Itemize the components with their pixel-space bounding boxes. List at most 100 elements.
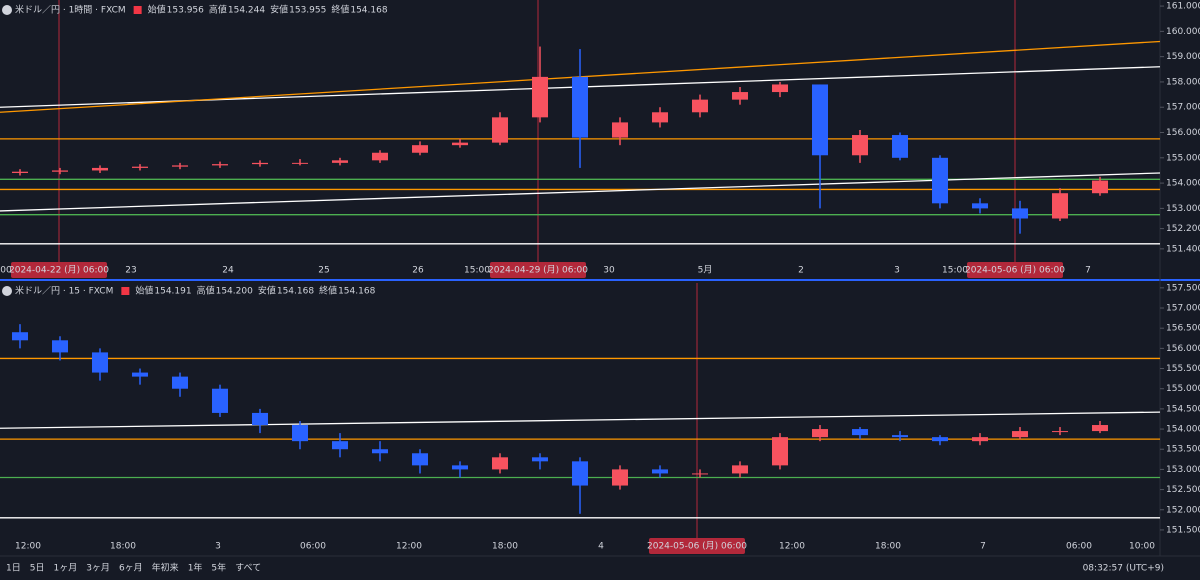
candle-body — [492, 457, 508, 470]
candle-body — [852, 135, 868, 156]
x-tick-label: 30 — [603, 266, 615, 276]
symbol-icon — [2, 5, 12, 15]
ohlc-value: 154.168 — [350, 6, 387, 16]
candle-body — [852, 429, 868, 436]
ohlc-name: 始値 — [135, 285, 153, 297]
candle-body — [92, 352, 108, 373]
range-button[interactable]: 1日 — [6, 563, 21, 574]
ohlc-name: 安値 — [258, 285, 276, 297]
x-tick-label: 7 — [980, 542, 986, 552]
alert-icon — [121, 287, 130, 295]
x-tick-label: 4 — [598, 542, 604, 552]
candle-body — [12, 171, 28, 173]
ohlc-value: 154.244 — [228, 6, 265, 16]
x-tick-label: 06:00 — [1066, 542, 1092, 552]
candle-body — [52, 340, 68, 353]
x-tick-label: 10:00 — [1129, 542, 1155, 552]
x-tick-label: 18:00 — [110, 542, 136, 552]
pane-title: 米ドル／円 · 1時間 · FXCM — [15, 4, 126, 16]
y-tick-label: 153.000 — [1166, 204, 1200, 214]
y-tick-label: 155.000 — [1166, 384, 1200, 394]
alert-icon — [133, 6, 142, 14]
candle-body — [172, 165, 188, 167]
y-tick-label: 152.200 — [1166, 224, 1200, 234]
ohlc-name: 終値 — [331, 4, 349, 16]
ohlc-value: 154.168 — [338, 287, 375, 297]
y-tick-label: 154.500 — [1166, 404, 1200, 414]
ohlc-value: 153.956 — [167, 6, 204, 16]
y-tick-label: 153.000 — [1166, 465, 1200, 475]
x-tick-label: 26 — [412, 266, 424, 276]
symbol-icon — [2, 286, 12, 296]
x-tick-label: 23 — [125, 266, 136, 276]
candle-body — [452, 142, 468, 146]
ohlc-name: 終値 — [319, 285, 337, 297]
candle-body — [812, 429, 828, 438]
pane-title: 米ドル／円 · 15 · FXCM — [15, 285, 113, 297]
candle-body — [212, 164, 228, 166]
candle-body — [1092, 180, 1108, 194]
candle-body — [692, 473, 708, 475]
y-tick-label: 154.000 — [1166, 425, 1200, 435]
candle-body — [292, 425, 308, 442]
candle-body — [812, 84, 828, 156]
y-tick-label: 155.000 — [1166, 153, 1200, 163]
candle-body — [532, 457, 548, 462]
y-tick-label: 151.400 — [1166, 244, 1200, 254]
candle-body — [412, 145, 428, 153]
candle-body — [612, 122, 628, 138]
candle-body — [692, 99, 708, 113]
range-button[interactable]: 5日 — [30, 563, 45, 574]
candle-body — [572, 76, 588, 138]
x-tick-label: 2024-04-29 (月) 06:00 — [488, 265, 588, 276]
ohlc-value: 154.191 — [154, 287, 191, 297]
range-button[interactable]: 5年 — [211, 562, 226, 574]
range-button[interactable]: 6ヶ月 — [119, 563, 143, 574]
candle-body — [1052, 431, 1068, 433]
ohlc-name: 始値 — [148, 4, 166, 16]
range-button[interactable]: 3ヶ月 — [86, 563, 110, 574]
candle-body — [932, 437, 948, 442]
range-button[interactable]: すべて — [235, 563, 261, 574]
y-tick-label: 156.000 — [1166, 344, 1200, 354]
x-tick-label: 25 — [318, 266, 329, 276]
y-tick-label: 157.000 — [1166, 304, 1200, 314]
candle-body — [252, 162, 268, 165]
candle-body — [772, 84, 788, 93]
range-button[interactable]: 1ヶ月 — [53, 563, 77, 574]
x-tick-label: 2024-05-06 (月) 06:00 — [965, 265, 1065, 276]
candle-body — [492, 117, 508, 143]
ohlc-value: 154.168 — [277, 287, 314, 297]
candle-body — [732, 92, 748, 100]
ohlc-value: 154.200 — [216, 287, 253, 297]
y-tick-label: 157.500 — [1166, 283, 1200, 293]
x-tick-label: 24 — [222, 266, 234, 276]
range-button[interactable]: 年初来 — [152, 562, 179, 574]
candle-body — [212, 388, 228, 413]
candle-body — [1012, 208, 1028, 219]
candle-body — [932, 157, 948, 204]
candle-body — [652, 469, 668, 474]
trend-line — [0, 172, 1161, 212]
candle-body — [412, 453, 428, 466]
y-tick-label: 160.000 — [1166, 27, 1200, 37]
x-tick-label: 06:00 — [300, 542, 326, 552]
x-tick-label: 2024-04-22 (月) 06:00 — [9, 265, 109, 276]
ohlc-name: 高値 — [197, 285, 215, 297]
candle-body — [1012, 431, 1028, 438]
x-tick-label: 18:00 — [492, 542, 518, 552]
x-tick-label: 3 — [215, 542, 221, 552]
x-label-highlight — [967, 262, 1063, 278]
candle-body — [892, 435, 908, 438]
clock: 08:32:57 (UTC+9) — [1083, 564, 1164, 574]
y-tick-label: 161.000 — [1166, 2, 1200, 12]
range-button[interactable]: 1年 — [188, 562, 203, 574]
x-tick-label: 2024-05-06 (月) 06:00 — [647, 541, 747, 552]
candle-body — [252, 412, 268, 426]
candle-body — [732, 465, 748, 474]
candle-body — [292, 162, 308, 164]
y-tick-label: 152.500 — [1166, 485, 1200, 495]
candle-body — [452, 465, 468, 470]
